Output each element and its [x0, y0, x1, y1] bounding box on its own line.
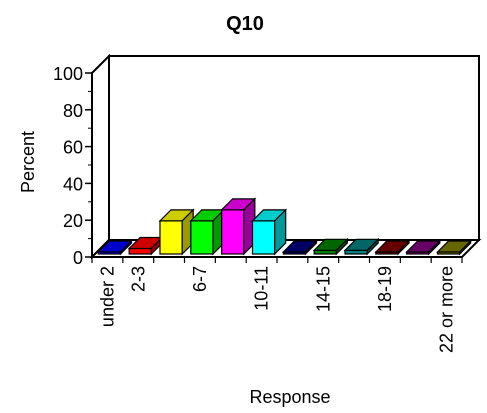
bar-side [366, 237, 379, 256]
x-tick-label: 22 or more [437, 266, 457, 353]
bar-side [274, 208, 287, 256]
bar-16-17 [343, 237, 380, 256]
bar-6-7 [189, 208, 226, 256]
back-wall [108, 55, 480, 241]
y-tick-label: 0 [73, 248, 83, 268]
y-axis-label: Percent [18, 131, 38, 193]
y-axis: 0 20 40 60 80 100 [53, 64, 92, 268]
bar-12-13 [281, 239, 318, 256]
bar-side [335, 237, 348, 256]
bar-front [128, 247, 152, 255]
bar-side [397, 239, 410, 256]
bar-4-5 [158, 208, 195, 256]
side-wall [91, 53, 110, 260]
bar-side [119, 239, 133, 256]
bar-10-11 [251, 208, 288, 256]
bar-22-or-more [436, 239, 473, 256]
x-tick-label: 10-11 [252, 266, 272, 311]
bar-side [304, 239, 318, 256]
y-tick-label: 40 [63, 174, 83, 194]
chart-title: Q10 [226, 13, 264, 35]
bar-front [221, 209, 245, 255]
y-tick-label: 60 [63, 138, 83, 158]
bar-20-21 [405, 239, 442, 256]
x-tick-label: 18-19 [375, 266, 395, 312]
x-tick-label: 14-15 [313, 266, 333, 312]
bar-under-2 [96, 239, 133, 256]
x-axis: under 2 2-3 6-7 10-11 14-15 18-19 22 or more [91, 257, 463, 353]
x-tick-label: 6-7 [190, 266, 210, 292]
bar-side [459, 239, 472, 256]
bar-front [251, 220, 276, 255]
bar-18-19 [374, 239, 411, 256]
x-axis-label: Response [249, 387, 330, 407]
bar-side [428, 239, 441, 256]
x-tick-label: 2-3 [128, 266, 148, 292]
bar-series [96, 197, 473, 256]
bar-front [159, 220, 183, 255]
y-tick-label: 80 [63, 101, 83, 121]
x-tick-label: under 2 [97, 266, 117, 327]
y-tick-label: 100 [53, 64, 83, 84]
plot-frame [89, 53, 482, 260]
bar-14-15 [312, 237, 349, 256]
bar-front [190, 220, 214, 255]
bar-8-9 [220, 197, 257, 256]
y-tick-label: 20 [63, 211, 83, 231]
